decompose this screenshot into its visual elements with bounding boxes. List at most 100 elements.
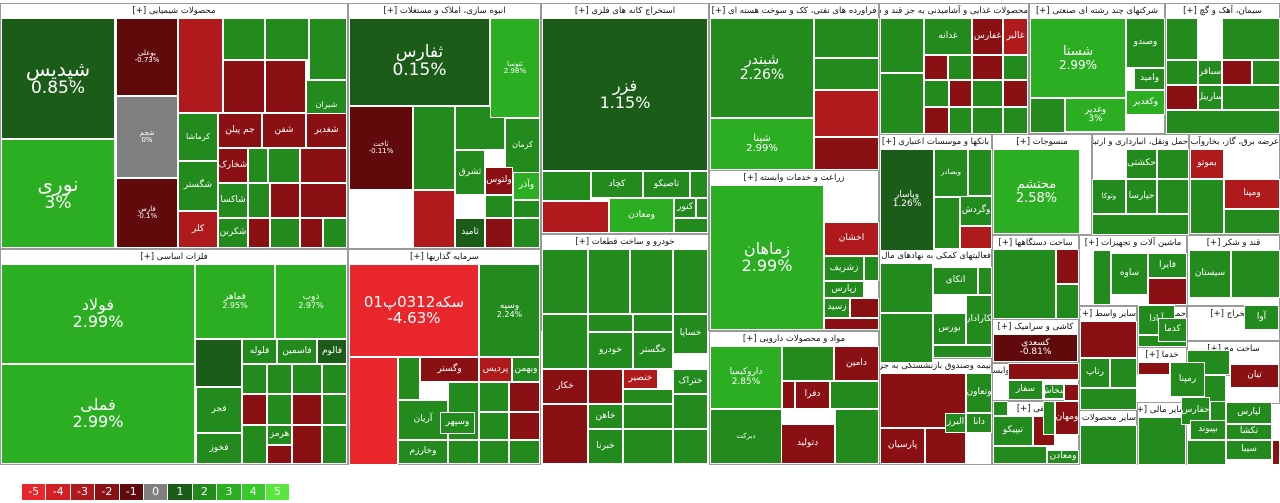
stock-tile[interactable] bbox=[1222, 85, 1280, 110]
stock-tile[interactable]: ساربیل bbox=[1198, 85, 1222, 110]
stock-tile[interactable] bbox=[1064, 384, 1079, 401]
stock-tile[interactable]: خکار bbox=[542, 369, 588, 404]
stock-tile[interactable] bbox=[934, 197, 960, 249]
stock-tile[interactable] bbox=[633, 314, 673, 332]
stock-tile[interactable] bbox=[1231, 250, 1280, 298]
stock-tile[interactable]: سیستان bbox=[1189, 250, 1231, 298]
sector-title[interactable]: فعالیتهای کمکی به نهادهای مال [+] bbox=[880, 249, 991, 264]
stock-tile[interactable] bbox=[924, 80, 949, 107]
sector-title[interactable]: ساخت دستگاهها [+] bbox=[993, 236, 1078, 251]
stock-tile[interactable] bbox=[993, 401, 1008, 416]
stock-tile[interactable]: نکارادان bbox=[966, 295, 992, 345]
stock-tile[interactable]: شکربن bbox=[218, 218, 248, 248]
stock-tile[interactable] bbox=[1222, 60, 1252, 85]
stock-tile[interactable] bbox=[479, 412, 509, 440]
stock-tile[interactable]: حکشتی bbox=[1126, 149, 1157, 179]
stock-tile[interactable] bbox=[814, 90, 879, 137]
stock-tile[interactable] bbox=[242, 364, 267, 394]
stock-tile[interactable] bbox=[949, 80, 972, 107]
stock-tile[interactable] bbox=[267, 394, 292, 425]
stock-tile[interactable]: فالوم bbox=[317, 339, 347, 364]
stock-tile[interactable]: فارس -0.1% bbox=[116, 178, 178, 248]
stock-tile[interactable] bbox=[300, 218, 323, 248]
stock-tile[interactable]: وآذر bbox=[513, 172, 540, 200]
stock-tile[interactable] bbox=[1166, 60, 1198, 85]
stock-tile[interactable] bbox=[880, 263, 933, 313]
stock-tile[interactable] bbox=[623, 389, 673, 404]
stock-tile[interactable]: ثتوسا 2.98% bbox=[490, 18, 540, 118]
stock-tile[interactable]: سفار bbox=[1008, 380, 1043, 400]
stock-tile[interactable] bbox=[1110, 358, 1137, 388]
stock-tile[interactable] bbox=[292, 425, 322, 464]
stock-tile[interactable] bbox=[349, 357, 398, 465]
sector-title[interactable]: زراعت و خدمات وابسته [+] bbox=[710, 171, 878, 186]
stock-tile[interactable] bbox=[1003, 55, 1028, 80]
stock-tile[interactable] bbox=[1166, 18, 1198, 60]
stock-tile[interactable] bbox=[1190, 179, 1224, 234]
stock-tile[interactable] bbox=[248, 218, 270, 248]
sector-title[interactable]: فلزات اساسی [+] bbox=[1, 250, 347, 265]
stock-tile[interactable] bbox=[782, 346, 834, 381]
stock-tile[interactable] bbox=[588, 249, 630, 314]
stock-tile[interactable]: زشریف bbox=[824, 256, 864, 281]
stock-tile[interactable] bbox=[270, 218, 300, 248]
stock-tile[interactable]: شاکسا bbox=[218, 183, 248, 218]
stock-tile[interactable]: شغدیر bbox=[306, 113, 347, 148]
stock-tile[interactable] bbox=[1093, 250, 1111, 305]
sector-title[interactable]: سرمایه گذاریها [+] bbox=[349, 250, 540, 265]
stock-tile[interactable] bbox=[880, 373, 966, 428]
stock-tile[interactable]: ساوه bbox=[1111, 253, 1148, 295]
stock-tile[interactable]: ومعادن bbox=[609, 198, 674, 233]
stock-tile[interactable] bbox=[270, 183, 300, 218]
stock-tile[interactable] bbox=[1092, 214, 1189, 235]
stock-tile[interactable]: فلوله bbox=[242, 339, 277, 364]
stock-tile[interactable]: بموتو bbox=[1190, 149, 1224, 179]
stock-tile[interactable] bbox=[292, 364, 322, 394]
stock-tile[interactable] bbox=[509, 382, 540, 412]
stock-tile[interactable] bbox=[542, 249, 588, 314]
sector-title[interactable]: سیمان، آهک و گچ [+] bbox=[1166, 4, 1279, 19]
stock-tile[interactable] bbox=[673, 249, 708, 314]
stock-tile[interactable]: تیپیکو bbox=[993, 416, 1033, 446]
stock-tile[interactable]: شپدیس 0.85% bbox=[1, 18, 115, 139]
stock-tile[interactable]: ومعادن bbox=[1047, 450, 1079, 464]
stock-tile[interactable]: خگستر bbox=[633, 332, 673, 369]
stock-tile[interactable]: سیبا bbox=[1226, 440, 1272, 460]
stock-tile[interactable]: فولاد 2.99% bbox=[1, 264, 195, 364]
stock-tile[interactable]: وگستر bbox=[420, 357, 479, 382]
stock-tile[interactable] bbox=[824, 318, 879, 330]
sector-title[interactable]: مواد و محصولات دارویی [+] bbox=[710, 332, 878, 347]
stock-tile[interactable] bbox=[223, 60, 265, 113]
stock-tile[interactable] bbox=[1080, 321, 1137, 358]
stock-tile[interactable] bbox=[630, 249, 673, 314]
stock-tile[interactable] bbox=[1003, 107, 1028, 134]
stock-tile[interactable] bbox=[674, 218, 708, 233]
sector-title[interactable]: بانکها و موسسات اعتباری [+] bbox=[880, 135, 991, 150]
stock-tile[interactable]: سکه0312پ01 -4.63% bbox=[349, 264, 479, 357]
stock-tile[interactable]: ثامید bbox=[455, 218, 485, 248]
stock-tile[interactable]: شجم 0% bbox=[116, 96, 178, 178]
sector-title[interactable]: قند و شکر [+] bbox=[1188, 236, 1279, 251]
stock-tile[interactable]: شفن bbox=[262, 113, 306, 148]
stock-tile[interactable]: کسعدی -0.81% bbox=[993, 334, 1078, 362]
stock-tile[interactable] bbox=[924, 55, 948, 80]
stock-tile[interactable] bbox=[972, 55, 1003, 80]
stock-tile[interactable]: شستا 2.99% bbox=[1030, 18, 1126, 98]
stock-tile[interactable] bbox=[322, 364, 347, 394]
stock-tile[interactable] bbox=[978, 267, 992, 295]
sector-title[interactable]: انبوه سازی، املاک و مستغلات [+] bbox=[349, 4, 540, 19]
sector-title[interactable]: استخراج کانه های فلزی [+] bbox=[542, 4, 708, 19]
stock-tile[interactable] bbox=[933, 345, 992, 358]
stock-tile[interactable] bbox=[267, 364, 292, 394]
stock-tile[interactable]: دفرا bbox=[795, 381, 830, 409]
stock-tile[interactable] bbox=[509, 440, 540, 464]
stock-tile[interactable]: پردیس bbox=[479, 357, 512, 382]
stock-tile[interactable] bbox=[830, 381, 879, 409]
stock-tile[interactable] bbox=[814, 58, 879, 90]
stock-tile[interactable] bbox=[300, 183, 347, 218]
stock-tile[interactable] bbox=[880, 18, 924, 73]
stock-tile[interactable] bbox=[513, 218, 540, 248]
stock-tile[interactable]: بپیوند bbox=[1190, 420, 1226, 440]
stock-tile[interactable] bbox=[864, 256, 879, 281]
stock-tile[interactable] bbox=[673, 429, 708, 464]
